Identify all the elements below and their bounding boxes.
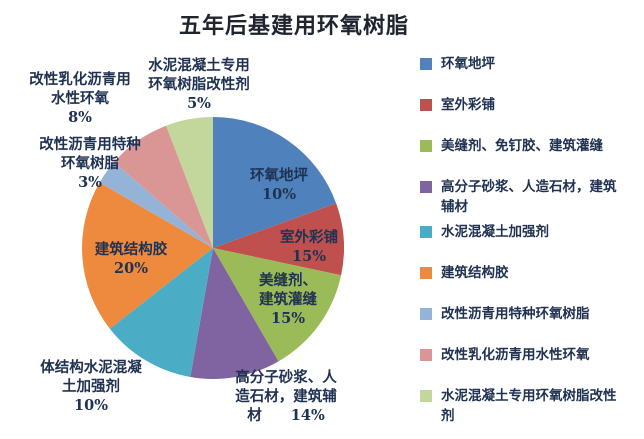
legend-item-label: 环氧地坪 xyxy=(441,56,495,72)
chart-legend: 环氧地坪 室外彩铺 美缝剂、免钉胶、建筑灌缝 高分子砂浆、人造石材，建筑辅材 水… xyxy=(420,54,632,431)
legend-color-swatch xyxy=(420,99,432,111)
legend-item: 改性乳化沥青用水性环氧 xyxy=(420,345,632,365)
legend-item-label: 高分子砂浆、人造石材，建筑辅材 xyxy=(441,179,617,215)
legend-item-label: 建筑结构胶 xyxy=(441,265,509,281)
legend-item-label: 室外彩铺 xyxy=(441,97,495,113)
legend-color-swatch xyxy=(420,140,432,152)
pie-label-concrete-modifier: 水泥混凝土专用 环氧树脂改性剂 5% xyxy=(148,57,250,112)
pie-label-polymer-mortar: 高分子砂浆、人 造石材，建筑辅 材 14% xyxy=(235,369,337,424)
legend-item: 水泥混凝土专用环氧树脂改性剂 xyxy=(420,386,632,426)
pie-label-asphalt-special-epoxy: 改性沥青用特种 环氧树脂 3% xyxy=(39,136,141,191)
legend-item-label: 水泥混凝土专用环氧树脂改性剂 xyxy=(441,388,617,424)
legend-item: 改性沥青用特种环氧树脂 xyxy=(420,304,632,324)
pie-slice-joint-sealant xyxy=(213,248,342,362)
legend-item: 高分子砂浆、人造石材，建筑辅材 xyxy=(420,177,632,217)
pie-label-outdoor-color-paving: 室外彩铺 15% xyxy=(280,229,338,265)
legend-item: 环氧地坪 xyxy=(420,54,632,74)
pie-slice-polymer-mortar xyxy=(190,248,279,379)
legend-item: 室外彩铺 xyxy=(420,95,632,115)
chart-title: 五年后基建用环氧树脂 xyxy=(178,13,409,39)
pie-slice-waterborne-epoxy xyxy=(114,125,213,248)
legend-item: 建筑结构胶 xyxy=(420,263,632,283)
pie-label-concrete-strengthener: 体结构水泥混凝 土加强剂 10% xyxy=(40,359,142,414)
pie-slice-concrete-modifier xyxy=(166,117,213,248)
pie-slice-concrete-strengthener xyxy=(109,248,213,377)
legend-item-label: 改性沥青用特种环氧树脂 xyxy=(441,306,590,322)
legend-color-swatch xyxy=(420,226,432,238)
legend-color-swatch xyxy=(420,349,432,361)
legend-item: 水泥混凝土加强剂 xyxy=(420,222,632,242)
pie-slice-structural-adhesive xyxy=(82,182,213,329)
pie-label-epoxy-flooring: 环氧地坪 10% xyxy=(250,167,308,203)
legend-color-swatch xyxy=(420,308,432,320)
pie-label-waterborne-epoxy: 改性乳化沥青用 水性环氧 8% xyxy=(29,71,131,126)
pie-slice-epoxy-flooring xyxy=(213,117,337,248)
legend-item-label: 水泥混凝土加强剂 xyxy=(441,224,549,240)
pie-label-structural-adhesive: 建筑结构胶 20% xyxy=(94,241,168,277)
legend-color-swatch xyxy=(420,390,432,402)
legend-color-swatch xyxy=(420,58,432,70)
legend-item-label: 美缝剂、免钉胶、建筑灌缝 xyxy=(441,138,603,154)
pie-slice-asphalt-special-epoxy xyxy=(99,162,213,248)
legend-color-swatch xyxy=(420,267,432,279)
pie-label-joint-sealant: 美缝剂、 建筑灌缝 15% xyxy=(259,272,317,327)
legend-item-label: 改性乳化沥青用水性环氧 xyxy=(441,347,590,363)
legend-item: 美缝剂、免钉胶、建筑灌缝 xyxy=(420,136,632,156)
legend-color-swatch xyxy=(420,181,432,193)
pie-slice-outdoor-color-paving xyxy=(213,203,344,276)
